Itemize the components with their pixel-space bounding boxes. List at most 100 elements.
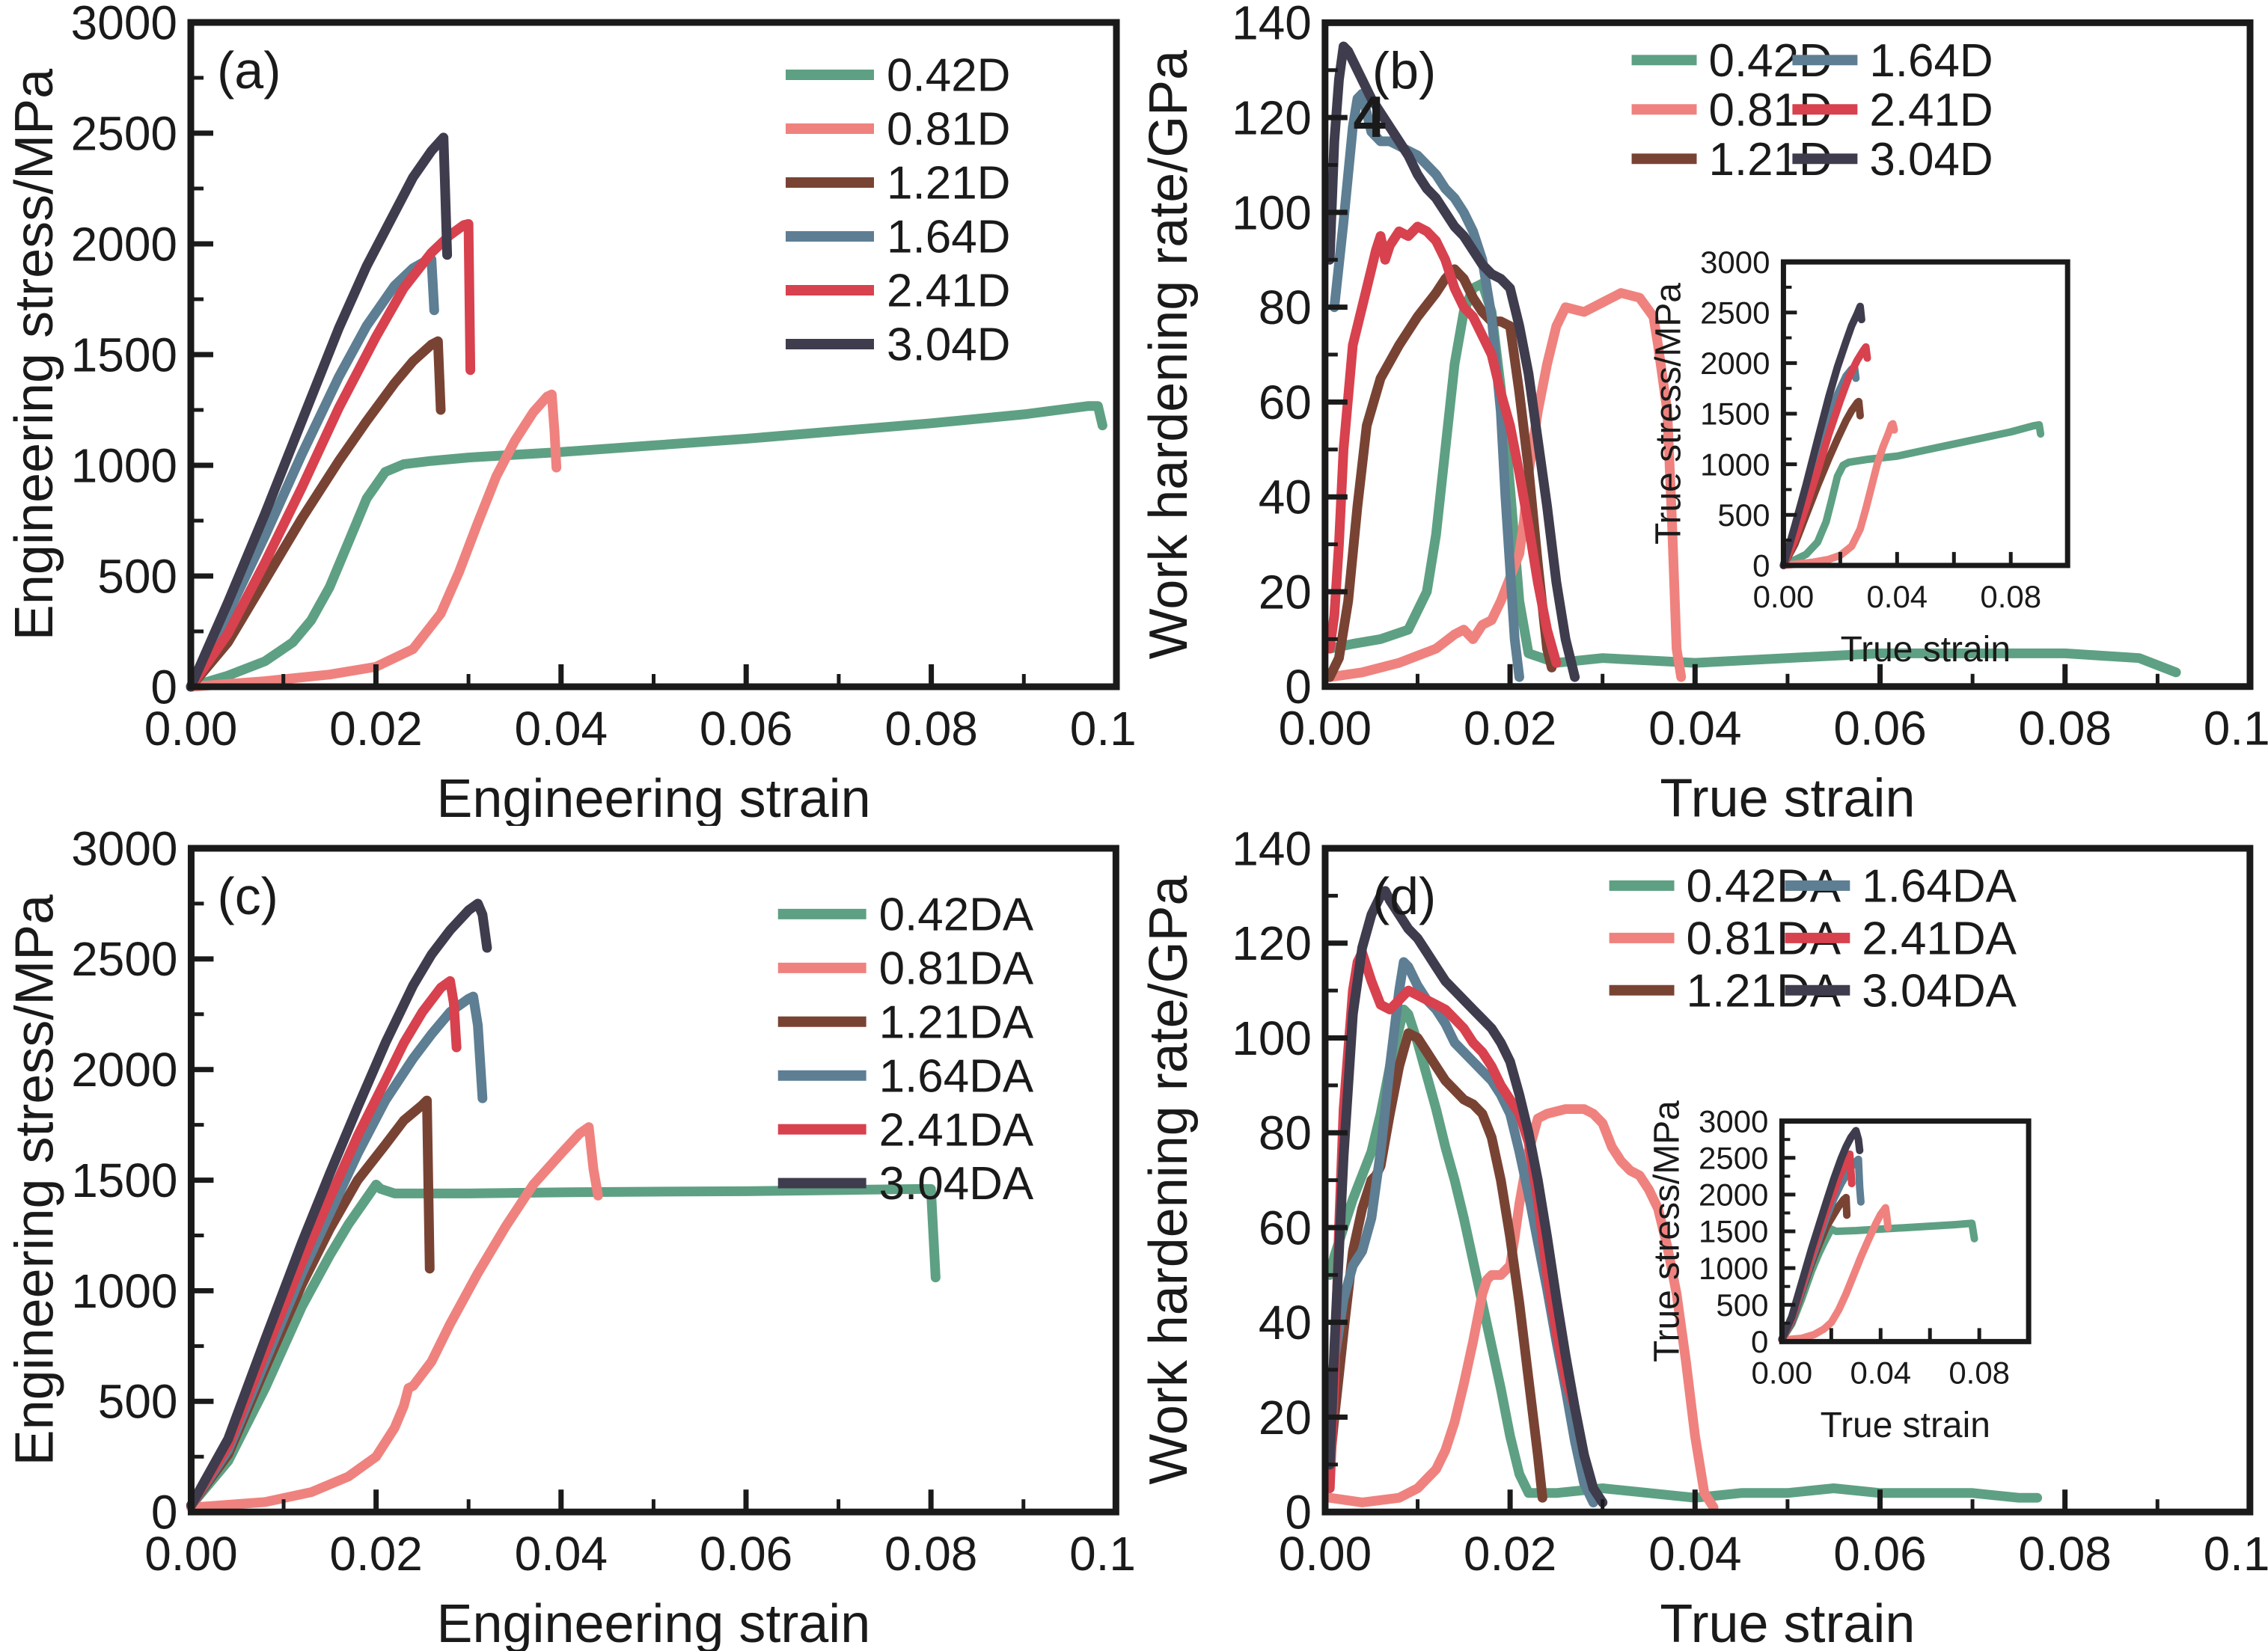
- panel-a-ytick-label: 1500: [71, 328, 177, 382]
- panel-a-xtick-label: 0.06: [700, 702, 793, 756]
- panel-a-xlabel: Engineering strain: [436, 769, 870, 826]
- legend-label: 1.21D: [887, 158, 1010, 209]
- panel-b-inset: 0.00 0.04 0.08 0 500 1000 1500 2000 2500 3000 True…: [1649, 245, 2070, 670]
- panel-b-ylabel: Work hardening rate/GPa: [1139, 49, 1199, 659]
- panel-d-plot: 0.00 0.02 0.04 0.06 0.08 0.10 0 20 40 60 80 100 120 1…: [1139, 826, 2268, 1651]
- panel-b-ytick-label: 20: [1259, 565, 1312, 619]
- legend-label: 1.64DA: [879, 1050, 1034, 1102]
- panel-a-series-0.42D: [186, 401, 1107, 692]
- panel-b-inset-series-3.04D: [1779, 302, 1865, 569]
- legend-label: 0.81DA: [879, 943, 1034, 995]
- panel-b-xtick-label: 0.10: [2204, 702, 2268, 756]
- panel-d-inset-ytick-label: 3000: [1699, 1103, 1768, 1139]
- panel-a-xtick-label: 0.08: [884, 702, 978, 756]
- panel-a-xtick-label: 0.02: [329, 702, 423, 756]
- panel-b-inset-xtick-label: 0.08: [1980, 579, 2041, 614]
- panel-b-annotation-0: 4: [1353, 84, 1385, 150]
- panel-c-ytick-label: 0: [151, 1486, 178, 1540]
- panel-c-xtick-label: 0.04: [515, 1527, 608, 1581]
- legend-label: 0.42DA: [879, 889, 1034, 941]
- panel-b-inset-ytick-label: 1000: [1700, 447, 1770, 482]
- panel-c-ytick-label: 1000: [71, 1264, 177, 1318]
- panel-a-xtick-label: 0.10: [1070, 702, 1134, 756]
- panel-b-xtick-label: 0.08: [2019, 702, 2112, 756]
- panel-d-inset-xtick-label: 0.00: [1752, 1355, 1813, 1390]
- panel-b-xlabel: True strain: [1660, 769, 1915, 826]
- panel-b-chart: 0.000.020.040.060.080.100204060801001201…: [1134, 0, 2268, 826]
- panel-c-xtick-label: 0.10: [1069, 1527, 1134, 1581]
- legend-label: 2.41DA: [1862, 913, 2017, 965]
- panel-c-xtick-label: 0.06: [700, 1527, 792, 1581]
- panel-c-ytick-label: 500: [98, 1375, 178, 1429]
- legend-label: 1.64D: [1869, 35, 1993, 87]
- panel-d-inset-series-3.04DA: [1778, 1127, 1864, 1344]
- panel-b-legend-item-0.42D: 0.42D: [1631, 35, 1833, 87]
- panel-d-ytick-label: 120: [1232, 916, 1312, 970]
- legend-label: 2.41D: [887, 266, 1010, 317]
- panel-a-series-1.21D: [186, 336, 446, 692]
- legend-label: 3.04DA: [879, 1158, 1034, 1210]
- panel-b-inset-xtick-label: 0.04: [1866, 579, 1928, 614]
- panel-b-inset-series-0.81D: [1779, 420, 1898, 569]
- panel-d-inset-ylabel: True stress/MPa: [1648, 1100, 1687, 1362]
- panel-a-series-group: [186, 132, 1107, 692]
- panel-d-inset-xlabel: True strain: [1821, 1406, 1990, 1445]
- panel-d-ytick-label: 60: [1259, 1201, 1312, 1255]
- panel-b-ticks: 0.000.020.040.060.080.100204060801001201…: [1232, 0, 2268, 756]
- panel-b-letter: (b): [1372, 41, 1436, 99]
- panel-b-inset-plot: 0.00 0.04 0.08 0 500 1000 1500 2000 2500 3000 True…: [1649, 245, 2070, 670]
- panel-b-inset-xtick-label: 0.00: [1753, 579, 1815, 614]
- panel-d-inset-ytick-label: 1500: [1699, 1214, 1768, 1249]
- panel-d-inset-ytick-label: 500: [1716, 1287, 1768, 1323]
- panel-b-xtick-label: 0.00: [1279, 702, 1372, 756]
- panel-c-series-0.81DA: [186, 1122, 603, 1513]
- panel-b-inset-ytick-label: 2500: [1700, 295, 1770, 330]
- panel-c-legend-item-3.04DA: 3.04DA: [777, 1158, 1034, 1210]
- panel-b-inset-series-2.41D: [1779, 343, 1871, 569]
- panel-c-series-3.04DA: [186, 898, 492, 1510]
- panel-a-ylabel: Engineering stress/MPa: [4, 68, 64, 640]
- panel-b-cell: 0.000.020.040.060.080.100204060801001201…: [1134, 0, 2268, 826]
- panel-b-ytick-label: 80: [1259, 281, 1312, 334]
- panel-a-legend-item-2.41D: 2.41D: [786, 266, 1010, 317]
- panel-a-legend-item-0.42D: 0.42D: [786, 50, 1010, 102]
- panel-d-series-group: [1324, 886, 2043, 1513]
- legend-label: 3.04DA: [1862, 965, 2017, 1017]
- panel-d-series-1.21DA: [1324, 1028, 1547, 1503]
- panel-b-ytick-label: 120: [1232, 91, 1312, 145]
- panel-d-inset-series-0.81DA: [1778, 1204, 1892, 1344]
- panel-b-series-1.21D: [1324, 264, 1557, 682]
- panel-d-inset-series-group: [1778, 1127, 1978, 1344]
- panel-c-plot: 0.00 0.02 0.04 0.06 0.08 0.10 0 500 1000 1500 2000…: [5, 826, 1134, 1651]
- panel-b-series-0.81D: [1324, 288, 1687, 682]
- panel-d-xtick-label: 0.04: [1648, 1527, 1741, 1581]
- panel-b-inset-ytick-label: 0: [1752, 548, 1770, 583]
- panel-a-letter: (a): [217, 41, 281, 99]
- panel-b-series-1.64D: [1329, 88, 1524, 682]
- panel-b-legend-item-2.41D: 2.41D: [1792, 85, 1993, 136]
- panel-b-inset-ytick-label: 3000: [1700, 245, 1770, 280]
- panel-b-series-2.41D: [1324, 221, 1562, 668]
- panel-b-ytick-label: 140: [1232, 0, 1312, 50]
- panel-b-xtick-label: 0.06: [1833, 702, 1926, 756]
- panel-d-xlabel: True strain: [1660, 1594, 1915, 1651]
- panel-a-xtick-label: 0.00: [144, 702, 238, 756]
- panel-c-legend-item-1.64DA: 1.64DA: [777, 1050, 1034, 1102]
- panel-d-ticks: 0.00 0.02 0.04 0.06 0.08 0.10 0 20 40 60 80 100 120 1…: [1232, 826, 2268, 1581]
- panel-c-ylabel: Engineering stress/MPa: [5, 895, 65, 1466]
- panel-d-inset-ytick-label: 2500: [1699, 1140, 1768, 1175]
- panel-d-legend-item-3.04DA: 3.04DA: [1785, 965, 2017, 1017]
- panel-a-series-3.04D: [186, 132, 453, 692]
- legend-label: 0.42D: [887, 50, 1010, 102]
- panel-a-ytick-label: 0: [150, 660, 177, 714]
- legend-label: 0.81D: [887, 104, 1010, 156]
- panel-d-ytick-label: 20: [1259, 1391, 1312, 1445]
- panel-b-inset-series-0.42D: [1779, 420, 2045, 569]
- panel-b-xtick-label: 0.02: [1464, 702, 1556, 756]
- panel-a-plot: 0.00 0.02 0.04 0.06 0.08 0.10 0 500 1000 1500 2000…: [4, 0, 1134, 826]
